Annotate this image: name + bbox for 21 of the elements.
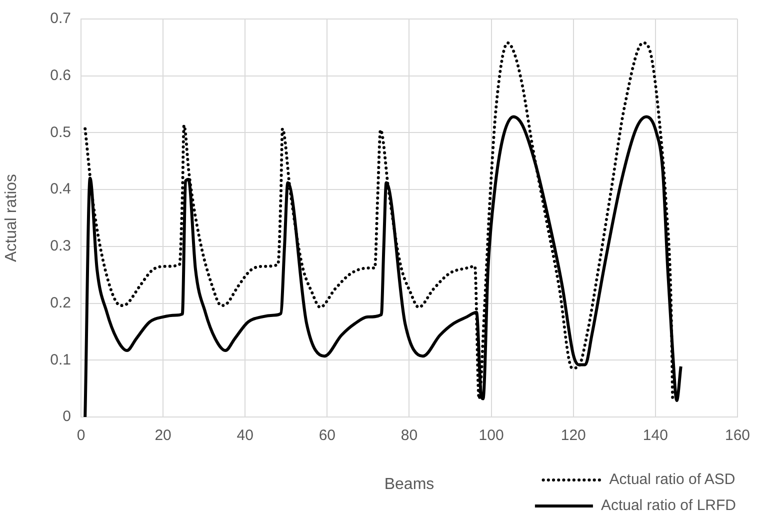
y-axis-title: Actual ratios [3,174,20,262]
x-tick-label: 140 [642,427,668,444]
x-tick-label: 0 [76,427,86,444]
x-tick-label: 60 [318,427,336,444]
x-tick-label: 20 [154,427,172,444]
x-tick-label: 160 [724,427,750,444]
legend-label: Actual ratio of LRFD [600,497,736,514]
x-tick-label: 80 [400,427,418,444]
y-tick-label: 0.7 [50,10,71,28]
x-tick-label: 120 [560,427,586,444]
x-tick-label: 100 [478,427,504,444]
y-tick-label: 0.5 [50,124,71,141]
legend-label: Actual ratio of ASD [609,471,736,488]
y-tick-label: 0.4 [50,180,71,198]
x-axis-title: Beams [384,476,434,493]
x-tick-label: 40 [236,427,254,444]
y-tick-label: 0.3 [50,238,71,255]
y-tick-label: 0.2 [50,294,71,312]
y-tick-label: 0.6 [50,67,71,84]
y-tick-label: 0.1 [50,351,71,368]
y-tick-label: 0 [62,408,71,426]
